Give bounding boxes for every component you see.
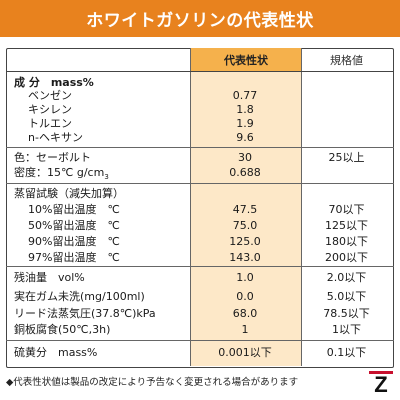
row-value-existent-gum: 0.0	[236, 290, 254, 303]
row-label-sulfur: 硫黄分 mass%	[14, 346, 98, 359]
row-label-90pct: 90%留出温度 ℃	[28, 235, 120, 248]
row-value-xylene: 1.8	[236, 103, 254, 116]
row-value-benzene: 0.77	[232, 89, 258, 102]
row-label-toluene: トルエン	[28, 117, 72, 130]
row-value-sulfur: 0.001以下	[218, 346, 272, 359]
logo-letter: Z	[374, 372, 387, 394]
row-label-50pct: 50%留出温度 ℃	[28, 219, 120, 232]
row-label-vapor-pressure: リード法蒸気圧(37.8℃)kPa	[14, 307, 156, 320]
row-label-97pct: 97%留出温度 ℃	[28, 251, 120, 264]
row-label-saybolt-color: 色：セーボルト	[14, 151, 91, 164]
row-label-10pct: 10%留出温度 ℃	[28, 203, 120, 216]
row-value-vapor-pressure: 68.0	[232, 307, 258, 320]
row-value-90pct: 125.0	[229, 235, 261, 248]
row-value-copper-corrosion: 1	[241, 323, 249, 336]
row-spec-sulfur: 0.1以下	[326, 346, 367, 359]
brand-logo: Z	[369, 371, 393, 394]
row-label-distillation: 蒸留試験（減失加算）	[14, 187, 124, 200]
column-header-spec: 規格値	[330, 53, 363, 67]
row-value-saybolt-color: 30	[238, 151, 252, 164]
row-label-composition: 成 分 mass%	[14, 76, 94, 89]
row-divider	[6, 183, 394, 184]
row-label-residue: 残油量 vol%	[14, 271, 85, 284]
row-spec-residue: 2.0以下	[326, 271, 367, 284]
row-divider	[6, 266, 394, 267]
representative-value-column	[190, 71, 302, 366]
row-label-xylene: キシレン	[28, 103, 72, 116]
footnote: ◆代表性状値は製品の改定により予告なく変更される場合があります	[6, 377, 299, 388]
row-label-benzene: ベンゼン	[28, 89, 72, 102]
row-spec-copper-corrosion: 1以下	[332, 323, 361, 336]
row-divider	[6, 340, 394, 341]
row-value-density: 0.688	[229, 166, 261, 179]
title-banner: ホワイトガソリンの代表性状	[0, 0, 400, 37]
row-value-toluene: 1.9	[236, 117, 254, 130]
row-spec-50pct: 125以下	[325, 219, 368, 232]
row-divider	[6, 147, 394, 148]
row-spec-97pct: 200以下	[325, 251, 368, 264]
row-label-density: 密度：15℃ g/cm3	[14, 166, 109, 182]
row-label-copper-corrosion: 銅板腐食(50℃,3h)	[14, 323, 111, 336]
page-title: ホワイトガソリンの代表性状	[86, 11, 314, 31]
row-value-97pct: 143.0	[229, 251, 261, 264]
row-label-n-hexane: n-ヘキサン	[28, 131, 83, 144]
row-value-50pct: 75.0	[232, 219, 258, 232]
row-spec-10pct: 70以下	[328, 203, 365, 216]
row-spec-existent-gum: 5.0以下	[326, 290, 367, 303]
row-label-existent-gum: 実在ガム未洗(mg/100ml)	[14, 290, 145, 303]
header-divider	[6, 71, 394, 72]
row-spec-90pct: 180以下	[325, 235, 368, 248]
row-value-10pct: 47.5	[232, 203, 258, 216]
column-header-representative: 代表性状	[190, 48, 302, 71]
row-value-n-hexane: 9.6	[236, 131, 254, 144]
row-spec-saybolt-color: 25以上	[328, 151, 365, 164]
row-spec-vapor-pressure: 78.5以下	[323, 307, 370, 320]
row-value-residue: 1.0	[236, 271, 254, 284]
